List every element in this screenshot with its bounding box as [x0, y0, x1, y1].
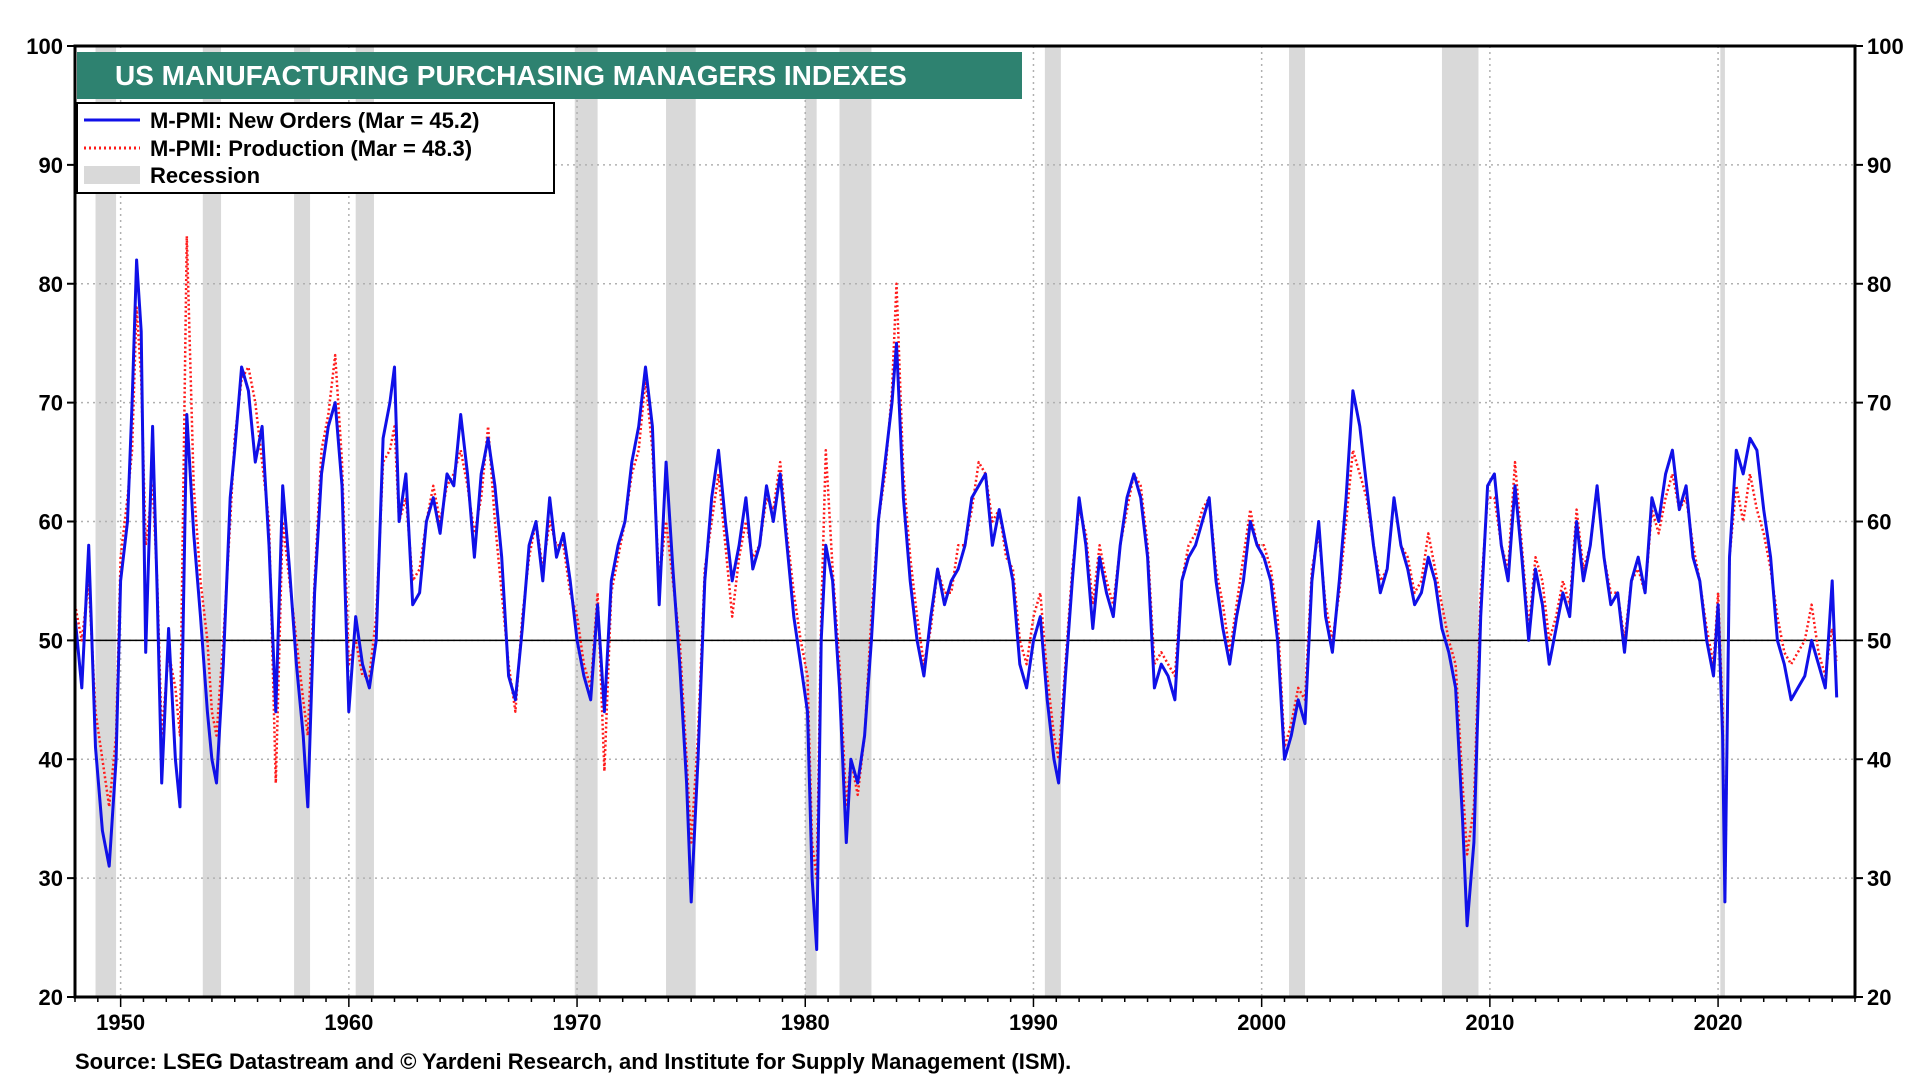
- x-axis: 1950 1960 1970 1980 1990 2000 2010 2020: [74, 997, 1856, 1035]
- recession-band: [1441, 46, 1479, 997]
- chart-title: US MANUFACTURING PURCHASING MANAGERS IND…: [115, 60, 907, 91]
- y-axis-left: 20 30 40 50 60 70 80 90 100: [26, 34, 75, 1010]
- y-tick-label-left: 30: [39, 866, 63, 891]
- legend: M-PMI: New Orders (Mar = 45.2) M-PMI: Pr…: [76, 102, 555, 194]
- y-tick-label-right: 70: [1867, 391, 1891, 416]
- y-tick-label-right: 90: [1867, 153, 1891, 178]
- y-tick-label-left: 20: [39, 985, 63, 1010]
- legend-swatch-recession: [84, 166, 140, 184]
- recession-band: [805, 46, 817, 997]
- y-tick-label-left: 100: [26, 34, 63, 59]
- x-tick-label: 2000: [1237, 1010, 1286, 1035]
- x-tick-label: 1950: [96, 1010, 145, 1035]
- legend-box: [76, 102, 555, 194]
- y-tick-label-left: 70: [39, 391, 63, 416]
- y-tick-label-left: 50: [39, 628, 63, 653]
- recession-band: [1289, 46, 1306, 997]
- series-line-new-orders: [73, 258, 1839, 951]
- y-tick-label-left: 90: [39, 153, 63, 178]
- x-tick-label: 1980: [781, 1010, 830, 1035]
- source-note: Source: LSEG Datastream and © Yardeni Re…: [75, 1049, 1071, 1074]
- y-tick-label-right: 100: [1867, 34, 1904, 59]
- title-background: [77, 52, 1022, 99]
- y-tick-label-left: 60: [39, 510, 63, 535]
- legend-label-recession: Recession: [150, 163, 260, 188]
- recession-band: [1720, 46, 1725, 997]
- x-tick-label: 2020: [1694, 1010, 1743, 1035]
- series-lines: [73, 234, 1839, 951]
- y-tick-label-right: 80: [1867, 272, 1891, 297]
- y-axis-right: 20 30 40 50 60 70 80 90 100: [1855, 34, 1904, 1010]
- y-tick-label-right: 40: [1867, 747, 1891, 772]
- legend-label-production: M-PMI: Production (Mar = 48.3): [150, 136, 472, 161]
- x-tick-label: 1960: [324, 1010, 373, 1035]
- x-tick-label: 2010: [1465, 1010, 1514, 1035]
- y-tick-label-right: 20: [1867, 985, 1891, 1010]
- y-tick-label-left: 40: [39, 747, 63, 772]
- y-tick-label-right: 60: [1867, 510, 1891, 535]
- x-tick-label: 1990: [1009, 1010, 1058, 1035]
- y-tick-label-left: 80: [39, 272, 63, 297]
- title-banner: US MANUFACTURING PURCHASING MANAGERS IND…: [77, 52, 1022, 99]
- y-tick-label-right: 50: [1867, 628, 1891, 653]
- legend-label-new-orders: M-PMI: New Orders (Mar = 45.2): [150, 108, 479, 133]
- x-tick-label: 1970: [553, 1010, 602, 1035]
- y-tick-label-right: 30: [1867, 866, 1891, 891]
